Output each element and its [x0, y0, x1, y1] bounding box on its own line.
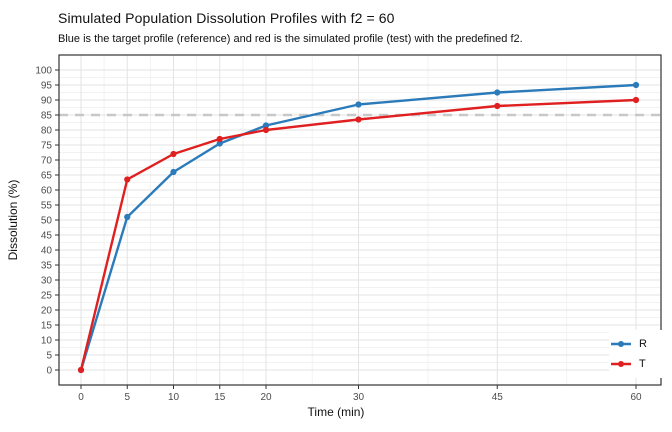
svg-text:90: 90 — [41, 96, 53, 107]
svg-text:95: 95 — [41, 81, 53, 92]
legend-label-T: T — [639, 358, 646, 370]
grid-minor — [59, 55, 661, 385]
legend-key-T — [611, 361, 631, 367]
svg-text:55: 55 — [41, 201, 53, 212]
legend-label-R: R — [639, 338, 647, 350]
legend-key-R — [611, 341, 631, 347]
svg-text:25: 25 — [41, 291, 53, 302]
svg-text:30: 30 — [353, 392, 365, 403]
svg-text:5: 5 — [46, 351, 52, 362]
y-axis-title: Dissolution (%) — [6, 179, 20, 261]
svg-text:60: 60 — [630, 392, 642, 403]
svg-text:5: 5 — [124, 392, 130, 403]
svg-text:15: 15 — [41, 321, 53, 332]
svg-text:65: 65 — [41, 171, 53, 182]
svg-text:85: 85 — [41, 111, 53, 122]
svg-text:75: 75 — [41, 141, 53, 152]
svg-text:20: 20 — [41, 306, 53, 317]
svg-text:60: 60 — [41, 186, 53, 197]
svg-text:40: 40 — [41, 246, 53, 257]
series-T-points — [77, 96, 640, 374]
svg-text:45: 45 — [41, 231, 53, 242]
svg-text:0: 0 — [78, 392, 84, 403]
svg-text:20: 20 — [260, 392, 272, 403]
axis-ticks — [55, 69, 637, 389]
svg-text:70: 70 — [41, 156, 53, 167]
series-T-line — [79, 98, 637, 371]
svg-text:45: 45 — [492, 392, 504, 403]
svg-text:35: 35 — [41, 261, 53, 272]
chart-subtitle: Blue is the target profile (reference) a… — [58, 33, 523, 45]
chart-title: Simulated Population Dissolution Profile… — [58, 10, 395, 26]
svg-text:10: 10 — [168, 392, 180, 403]
svg-text:100: 100 — [35, 66, 52, 77]
svg-text:30: 30 — [41, 276, 53, 287]
legend-item-R: R — [611, 338, 663, 350]
svg-text:0: 0 — [46, 366, 52, 377]
svg-text:50: 50 — [41, 216, 53, 227]
legend-item-T: T — [611, 358, 663, 370]
svg-text:15: 15 — [214, 392, 226, 403]
axis-tick-labels: 0 5 10 15 20 30 45 60 0 5 10 15 20 25 30 35 40 45 50 55 60 65… — [35, 66, 642, 404]
svg-text:80: 80 — [41, 126, 53, 137]
x-axis-title: Time (min) — [307, 405, 365, 419]
svg-text:10: 10 — [41, 336, 53, 347]
